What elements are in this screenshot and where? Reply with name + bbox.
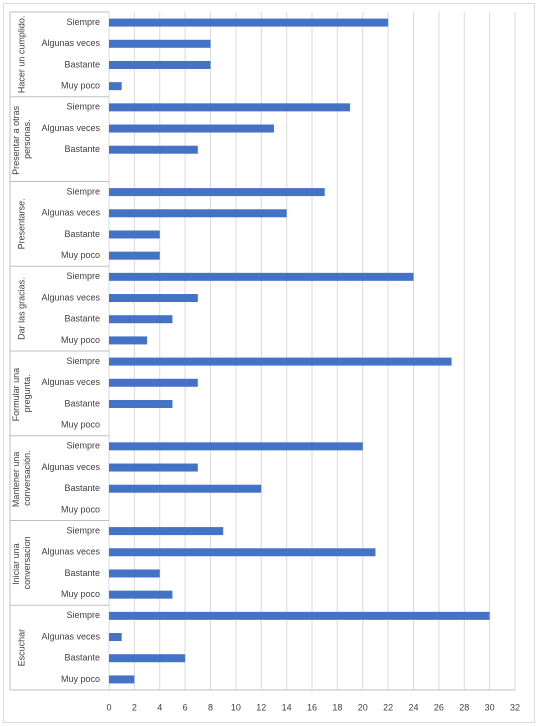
category-label: Bastante [64,398,100,408]
x-tick-label: 12 [256,702,266,712]
bar [109,399,173,408]
category-label: Bastante [64,483,100,493]
x-tick-label: 0 [106,702,111,712]
x-tick-label: 14 [282,702,292,712]
bar [109,357,452,366]
x-tick-label: 6 [183,702,188,712]
category-label: Algunas veces [41,38,100,48]
category-label: Algunas veces [41,462,100,472]
category-label: Algunas veces [41,208,100,218]
bar [109,611,490,620]
group-label: Iniciar una conversacion [11,536,32,589]
x-tick-label: 22 [383,702,393,712]
bar [109,484,262,493]
category-label: Algunas veces [41,547,100,557]
category-label: Muy poco [61,250,100,260]
bar [109,442,363,451]
group-label: Presentar a otras personas. [11,103,32,175]
group-label: Dar las gracias. [16,277,26,340]
bar [109,569,160,578]
bar [109,654,186,663]
category-label: Bastante [64,229,100,239]
bar [109,294,198,303]
category-label: Siempre [66,525,100,535]
category-label: Siempre [66,186,100,196]
x-tick-label: 20 [358,702,368,712]
category-label: Siempre [66,271,100,281]
category-label: Bastante [64,653,100,663]
group-label: Formular una pregunta. [11,365,32,421]
group-label: Hacer un cumplido. [16,16,26,94]
bar [109,209,287,218]
bar [109,272,414,281]
x-tick-label: 4 [157,702,162,712]
category-label: Siempre [66,102,100,112]
bar [109,336,148,345]
bar [109,18,389,27]
bar [109,548,376,557]
x-tick-label: 18 [332,702,342,712]
category-label: Bastante [64,144,100,154]
x-tick-label: 16 [307,702,317,712]
x-tick-label: 32 [510,702,520,712]
x-tick-label: 30 [485,702,495,712]
group-label: Escuchar [16,629,26,667]
group-label: Presentarse. [16,198,26,249]
bar [109,251,160,260]
x-tick-label: 24 [408,702,418,712]
category-label: Siempre [66,356,100,366]
bar [109,590,173,599]
category-label: Siempre [66,441,100,451]
bar [109,315,173,324]
category-label: Muy poco [61,420,100,430]
bar [109,188,325,197]
bar [109,39,211,48]
category-label: Muy poco [61,674,100,684]
x-tick-label: 26 [434,702,444,712]
bar [109,527,224,536]
bar [109,145,198,154]
category-label: Bastante [64,314,100,324]
x-tick-label: 28 [459,702,469,712]
category-label: Bastante [64,568,100,578]
bar [109,230,160,239]
category-label: Algunas veces [41,292,100,302]
category-label: Muy poco [61,504,100,514]
category-label: Muy poco [61,81,100,91]
category-label: Siempre [66,17,100,27]
x-tick-label: 10 [231,702,241,712]
bar [109,378,198,387]
category-label: Muy poco [61,335,100,345]
category-label: Algunas veces [41,377,100,387]
category-label: Algunas veces [41,123,100,133]
category-label: Muy poco [61,589,100,599]
bar [109,675,135,684]
bar [109,103,351,112]
bar [109,82,122,91]
x-tick-label: 8 [208,702,213,712]
bar [109,60,211,69]
x-tick-label: 2 [132,702,137,712]
bar [109,463,198,472]
category-label: Siempre [66,610,100,620]
category-label: Bastante [64,59,100,69]
bar [109,124,274,133]
bar [109,633,122,642]
category-label: Algunas veces [41,631,100,641]
group-label: Mantener una conversación. [11,449,32,507]
